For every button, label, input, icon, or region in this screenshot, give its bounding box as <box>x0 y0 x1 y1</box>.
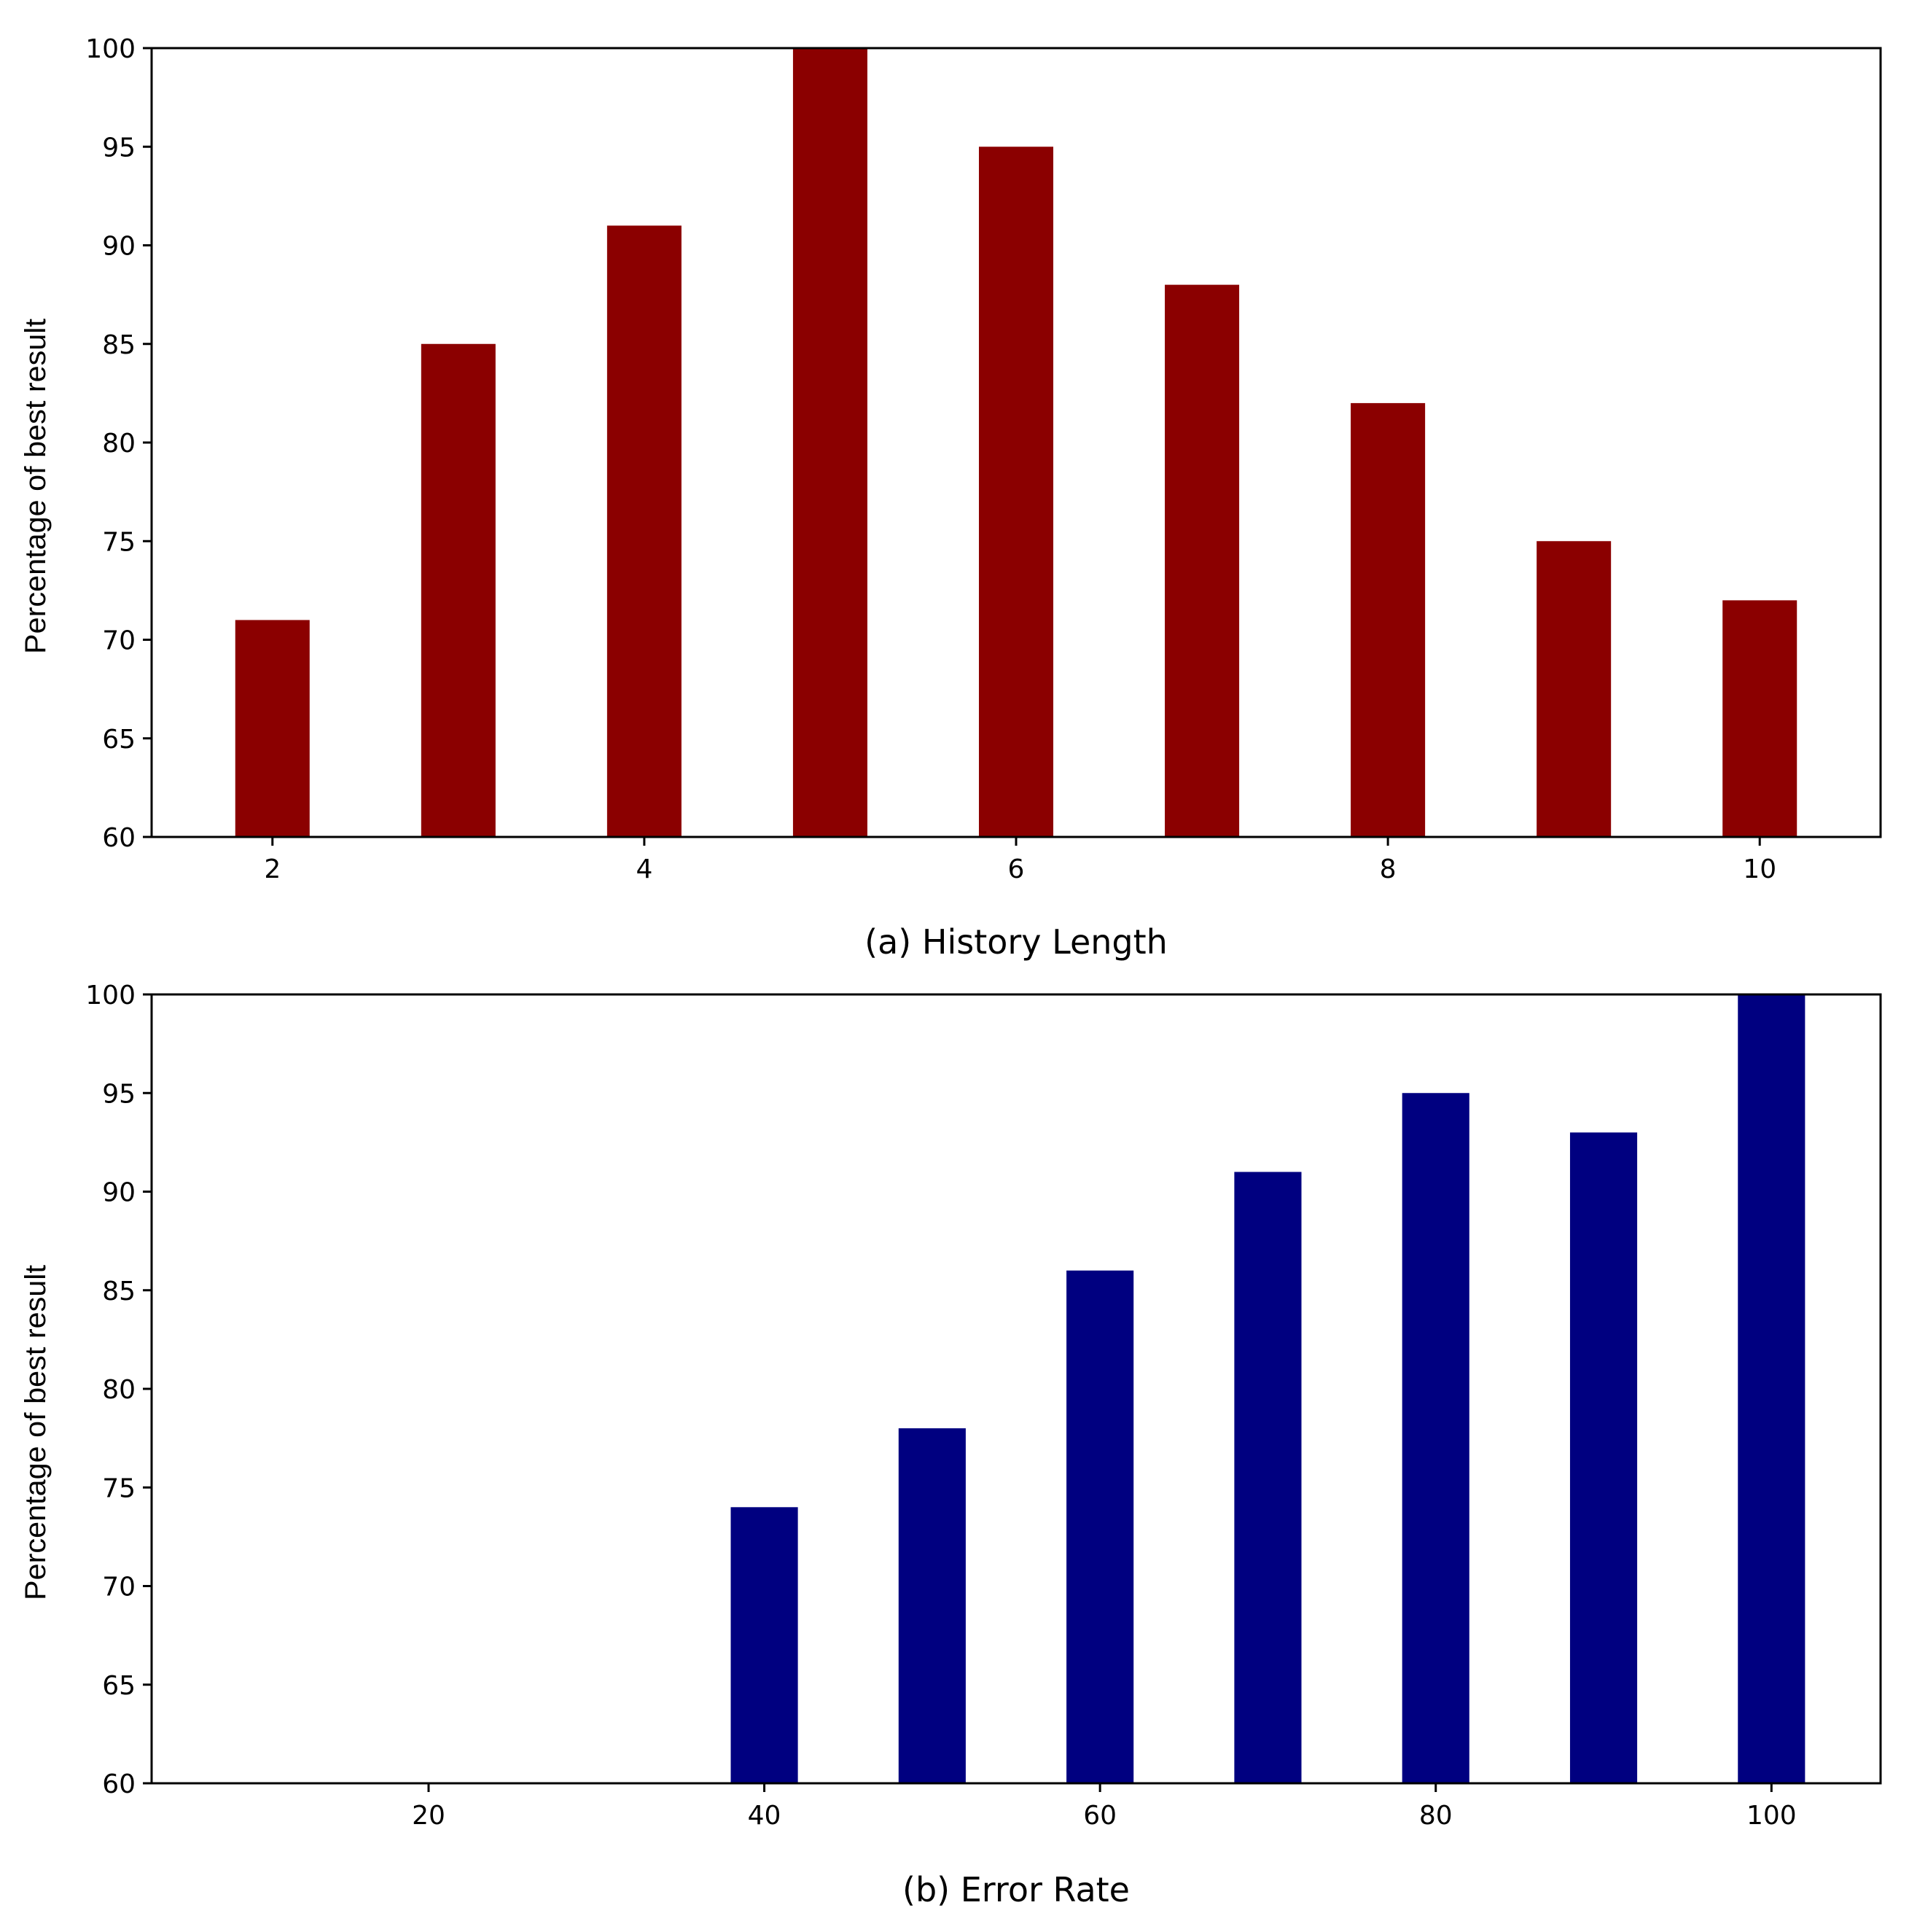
y-tick-label: 75 <box>102 527 136 557</box>
y-tick-label: 95 <box>102 133 136 163</box>
y-tick-label: 80 <box>102 429 136 459</box>
bar-90 <box>1569 1132 1638 1783</box>
bar-2 <box>235 620 310 837</box>
bar-70 <box>1234 1172 1302 1783</box>
y-tick-label: 90 <box>102 232 136 262</box>
bar-80 <box>1402 1093 1469 1783</box>
bar-10 <box>1722 600 1797 837</box>
y-tick-label: 80 <box>102 1375 136 1405</box>
bar-3 <box>421 343 496 837</box>
x-tick-label: 8 <box>1380 854 1397 884</box>
y-tick-label: 90 <box>102 1178 136 1208</box>
x-tick-label: 10 <box>1743 854 1776 884</box>
y-tick-label: 65 <box>102 1671 136 1701</box>
x-tick-label: 6 <box>1008 854 1025 884</box>
x-tick-label: 60 <box>1083 1801 1117 1831</box>
x-tick-label: 20 <box>412 1801 445 1831</box>
bar-100 <box>1738 994 1805 1783</box>
x-tick-label: 40 <box>748 1801 781 1831</box>
bar-5 <box>792 48 867 837</box>
chart-history-length: 60 65 70 75 80 85 90 95 100 2 4 6 8 10 Percentage of b… <box>20 34 1882 962</box>
y-tick-label: 100 <box>85 981 136 1010</box>
bar-40 <box>730 1507 798 1783</box>
y-tick-label: 60 <box>102 1769 136 1799</box>
bar-9 <box>1537 541 1612 837</box>
bar-4 <box>606 225 682 837</box>
chart-error-rate: 60 65 70 75 80 85 90 95 100 20 40 60 80 100 Percentage… <box>20 981 1882 1909</box>
x-tick-label: 2 <box>264 854 281 884</box>
y-tick-label: 85 <box>102 1277 136 1306</box>
x-tick-label: 4 <box>636 854 652 884</box>
y-axis-label: Percentage of best result <box>20 1265 52 1600</box>
x-tick-label: 100 <box>1746 1801 1797 1831</box>
bar-7 <box>1165 284 1240 838</box>
x-tick-label: 80 <box>1419 1801 1453 1831</box>
y-tick-label: 85 <box>102 330 136 360</box>
y-tick-label: 70 <box>102 626 136 656</box>
y-tick-label: 60 <box>102 823 136 853</box>
chart-caption: (b) Error Rate <box>902 1870 1130 1909</box>
chart-caption: (a) History Length <box>864 922 1168 962</box>
bar-50 <box>898 1428 966 1783</box>
bar-6 <box>978 147 1054 837</box>
y-tick-label: 65 <box>102 725 136 755</box>
bar-60 <box>1066 1270 1134 1783</box>
y-axis-label: Percentage of best result <box>20 319 52 654</box>
y-tick-label: 95 <box>102 1079 136 1109</box>
y-tick-label: 70 <box>102 1573 136 1602</box>
y-tick-label: 100 <box>85 34 136 64</box>
bar-8 <box>1351 402 1426 837</box>
y-tick-label: 75 <box>102 1473 136 1503</box>
